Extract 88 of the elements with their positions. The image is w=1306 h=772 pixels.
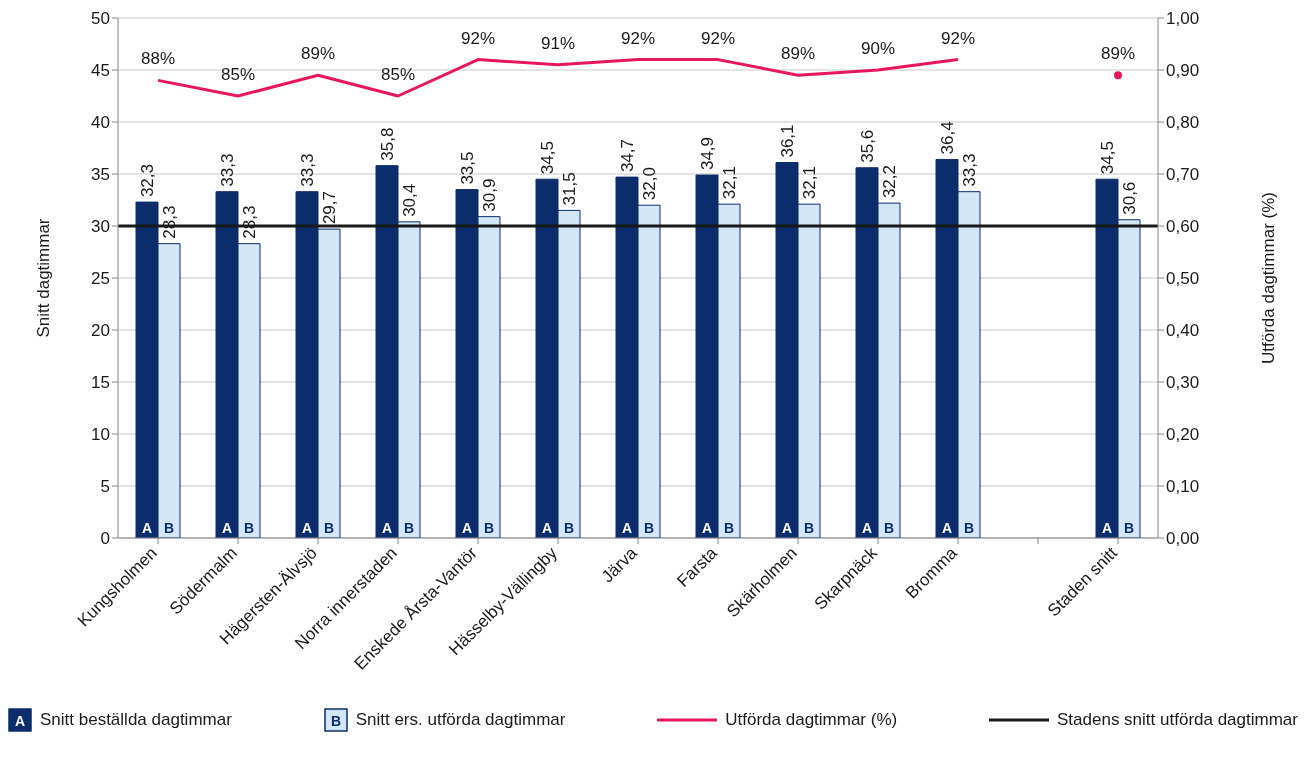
data-label: 35,8: [378, 127, 397, 161]
y2-axis-title: Utförda dagtimmar (%): [1259, 192, 1279, 364]
y2-tick-label: 0,00: [1166, 529, 1200, 549]
y-tick-label: 35: [91, 165, 110, 185]
text: A: [14, 713, 26, 729]
text: A: [221, 520, 233, 536]
y2-tick-label: 0,60: [1166, 217, 1200, 237]
annotation: A: [141, 520, 153, 536]
legend-label: Snitt ers. utförda dagtimmar: [355, 710, 566, 730]
text: B: [963, 520, 975, 536]
y-tick-label: 45: [91, 61, 110, 81]
legend-label: Snitt beställda dagtimmar: [40, 710, 232, 730]
text: B: [563, 520, 575, 536]
data-label: 85%: [380, 65, 416, 84]
y2-tick-label: 0,70: [1166, 165, 1200, 185]
data-label: 34,7: [618, 139, 637, 173]
data-label: 31,5: [560, 172, 579, 206]
data-label: 34,9: [698, 136, 717, 171]
annotation: B: [163, 520, 175, 536]
data-label: 36,1: [778, 124, 797, 158]
data-label: 92%: [460, 28, 496, 48]
y-tick-label: 40: [91, 113, 110, 133]
text: A: [541, 520, 553, 536]
data-label: 92%: [700, 28, 736, 48]
data-label: 90%: [860, 39, 896, 58]
y2-tick-label: 0,80: [1166, 113, 1200, 133]
data-label: 34,5: [1098, 141, 1117, 175]
y2-tick-label: 0,30: [1166, 373, 1200, 393]
legend-label: Stadens snitt utförda dagtimmar: [1057, 710, 1298, 730]
data-label: 33,5: [458, 151, 477, 185]
y-tick-label: 5: [100, 477, 110, 497]
data-label: 32,1: [720, 166, 739, 200]
y-tick-label: 15: [91, 373, 110, 393]
y2-tick-label: 0,40: [1166, 321, 1200, 341]
text: A: [861, 520, 873, 536]
data-label: 88%: [140, 49, 176, 69]
text: B: [323, 520, 335, 536]
y2-tick-label: 0,50: [1166, 269, 1200, 289]
data-label: 92%: [940, 28, 976, 48]
data-label: 36,4: [938, 121, 957, 155]
data-label: 30,6: [1120, 181, 1139, 215]
y-tick-label: 10: [91, 425, 110, 445]
legend-label: Utförda dagtimmar (%): [725, 710, 898, 730]
data-label: 89%: [780, 44, 816, 64]
text: B: [243, 520, 255, 536]
data-label: 89%: [300, 44, 336, 64]
data-label: 92%: [620, 28, 656, 48]
text: B: [330, 713, 341, 729]
data-label: 29,7: [320, 191, 339, 225]
text: B: [483, 520, 495, 536]
data-label: 35,6: [858, 129, 877, 163]
text: A: [621, 520, 633, 536]
data-label: 33,3: [960, 153, 979, 187]
y-tick-label: 0: [100, 529, 110, 549]
text: A: [381, 520, 393, 536]
data-label: 32,3: [138, 163, 157, 198]
data-label: 32,2: [880, 165, 899, 199]
y2-tick-label: 0,90: [1166, 61, 1200, 81]
data-label: 85%: [220, 65, 256, 84]
data-label: 89%: [1100, 44, 1136, 64]
y2-tick-label: 0,20: [1166, 425, 1200, 445]
text: B: [403, 520, 415, 536]
y-tick-label: 25: [91, 269, 110, 289]
data-label: 91%: [540, 33, 576, 53]
data-label: 30,4: [400, 183, 419, 217]
y-tick-label: 20: [91, 321, 110, 341]
text: B: [643, 520, 655, 536]
text: A: [781, 520, 793, 536]
text: B: [803, 520, 815, 536]
text: B: [1123, 520, 1135, 536]
data-label: 33,3: [298, 153, 317, 187]
text: B: [883, 520, 895, 536]
y-tick-label: 50: [91, 9, 110, 29]
y2-tick-label: 0,10: [1166, 477, 1200, 497]
text: A: [1101, 520, 1113, 536]
data-label: 32,1: [800, 166, 819, 200]
data-label: 30,9: [480, 178, 499, 212]
y-axis-title: Snitt dagtimmar: [34, 218, 54, 338]
text: A: [461, 520, 473, 536]
text: B: [723, 520, 735, 536]
data-label: 33,3: [218, 153, 237, 187]
text: A: [301, 520, 313, 536]
y2-tick-label: 1,00: [1166, 9, 1200, 29]
data-label: 32,0: [640, 167, 659, 201]
y-tick-label: 30: [91, 217, 110, 237]
text: A: [941, 520, 953, 536]
text: A: [701, 520, 713, 536]
data-label: 34,5: [538, 141, 557, 175]
